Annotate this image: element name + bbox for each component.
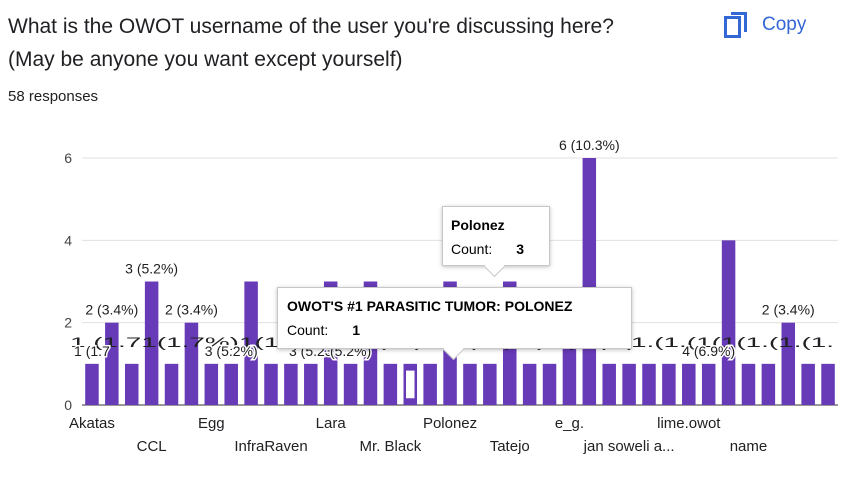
x-tick-label: e_g. xyxy=(555,415,584,432)
bar xyxy=(284,363,298,405)
tooltip-parasitic-tumor: OWOT'S #1 PARASITIC TUMOR: POLONEZ Count… xyxy=(277,287,632,361)
bar xyxy=(602,363,616,405)
bar xyxy=(244,281,258,405)
y-tick-label: 0 xyxy=(64,397,72,413)
x-tick-label: Akatas xyxy=(69,415,115,432)
bar xyxy=(483,363,497,405)
copy-label: Copy xyxy=(762,14,807,35)
data-label: 1 (1.7 xyxy=(74,343,110,359)
tooltip-polonez: Polonez Count: 3 xyxy=(442,206,550,278)
bar xyxy=(164,363,179,405)
y-tick-label: 4 xyxy=(64,232,72,248)
bar xyxy=(701,363,716,405)
x-tick-label: InfraRaven xyxy=(234,438,307,455)
response-count: 58 responses xyxy=(8,88,99,105)
data-label: 2 (3.4%) xyxy=(85,302,138,318)
bar xyxy=(821,363,835,405)
x-tick-label: Lara xyxy=(316,415,347,432)
data-label: 3 (5.2%) xyxy=(125,261,178,277)
bar xyxy=(622,363,636,405)
tooltip-count-row: Count: 1 xyxy=(287,322,621,338)
x-tick-label: Tatejo xyxy=(490,438,530,455)
bar xyxy=(682,363,696,405)
tooltip-count-value: 3 xyxy=(516,241,525,257)
tooltip-count-value: 1 xyxy=(352,322,361,338)
copy-button[interactable]: Copy xyxy=(724,8,806,42)
data-label: 4 (6.9%) xyxy=(682,343,735,359)
tooltip-count-row: Count: 3 xyxy=(451,241,539,257)
bar xyxy=(522,363,537,405)
bar xyxy=(105,322,119,405)
bar xyxy=(801,363,815,405)
bar xyxy=(781,322,796,405)
question-title: What is the OWOT username of the user yo… xyxy=(8,10,698,76)
bar xyxy=(642,363,656,405)
x-tick-label: Egg xyxy=(198,415,225,432)
bar xyxy=(423,363,437,405)
bar xyxy=(304,363,318,405)
x-tick-label: jan soweli a... xyxy=(583,438,675,455)
x-tick-label: name xyxy=(730,438,768,455)
bar xyxy=(343,363,358,405)
x-tick-label: Mr. Black xyxy=(360,438,422,455)
bar xyxy=(741,363,756,405)
bar xyxy=(761,363,776,405)
tooltip-count-label: Count: xyxy=(451,241,493,257)
copy-icon xyxy=(724,12,748,38)
question-line-2: (May be anyone you want except yourself) xyxy=(8,48,403,71)
bar xyxy=(184,322,199,405)
bar xyxy=(204,363,219,405)
y-tick-label: 2 xyxy=(64,315,72,331)
bar xyxy=(662,363,676,405)
x-tick-label: Polonez xyxy=(423,415,477,432)
bar xyxy=(264,363,278,405)
data-label: 2 (3.4%) xyxy=(762,302,815,318)
bar xyxy=(383,363,398,405)
data-label: 2 (3.4%) xyxy=(165,302,218,318)
tooltip-title: OWOT'S #1 PARASITIC TUMOR: POLONEZ xyxy=(287,298,573,314)
bar xyxy=(224,363,238,405)
x-tick-label: lime.owot xyxy=(657,415,721,432)
bar-highlight xyxy=(404,369,417,400)
tooltip-title: Polonez xyxy=(451,217,505,233)
bar xyxy=(85,363,99,405)
data-label: 3 (5.2%) xyxy=(205,343,258,359)
bar xyxy=(124,363,139,405)
question-line-1: What is the OWOT username of the user yo… xyxy=(8,15,614,38)
bar xyxy=(144,281,159,405)
data-label: 6 (10.3%) xyxy=(559,137,620,153)
x-tick-label: CCL xyxy=(137,438,167,455)
y-tick-label: 6 xyxy=(64,150,72,166)
tooltip-count-label: Count: xyxy=(287,322,329,338)
bar xyxy=(582,158,597,405)
bar xyxy=(542,363,557,405)
bar xyxy=(721,240,736,405)
bar xyxy=(463,363,477,405)
